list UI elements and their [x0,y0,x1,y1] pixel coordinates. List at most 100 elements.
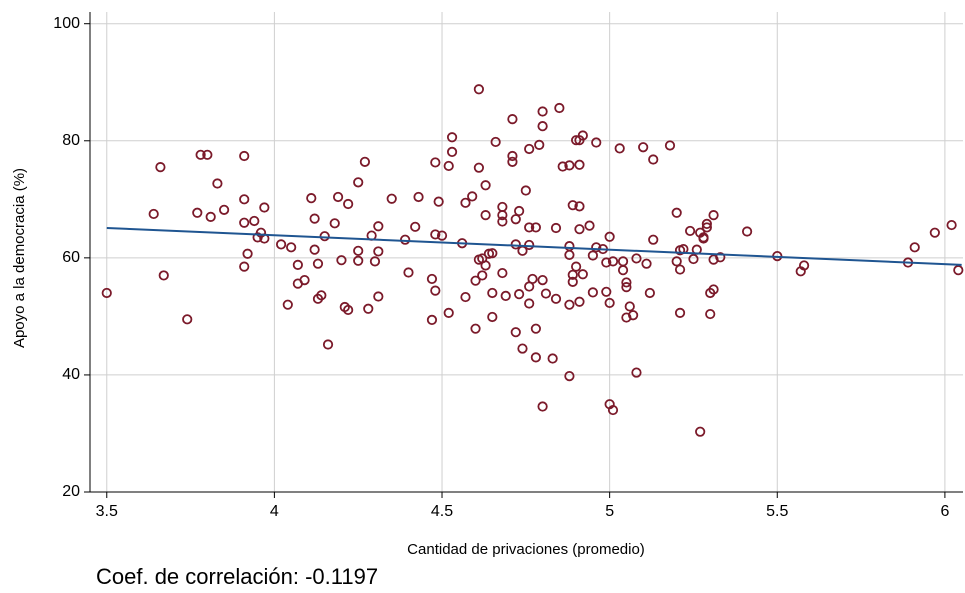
point [571,135,582,146]
point [510,214,521,225]
point [671,207,682,218]
y-tick-label: 80 [62,132,80,149]
point [705,308,716,320]
point [343,198,354,210]
point [550,222,562,234]
point [101,287,112,299]
point [336,255,347,266]
point [520,185,531,196]
point [239,261,250,272]
point [373,221,384,232]
point [460,197,471,208]
point [242,248,253,259]
point [674,307,686,318]
point [641,258,652,269]
point [239,217,250,228]
x-tick-label: 6 [940,503,949,520]
point [490,136,501,148]
fit-line [106,227,962,266]
point [587,287,598,298]
point [617,256,629,267]
point [192,207,203,218]
point [929,227,940,238]
point [473,162,484,173]
point [708,284,719,295]
point [413,191,424,203]
point [584,220,595,231]
point [564,370,575,382]
point [443,160,454,172]
point [604,297,615,309]
y-tick-label: 40 [62,366,80,383]
point [353,245,364,256]
point [648,234,659,245]
point [430,157,441,168]
point [306,193,317,204]
annotation: Coef. de correlación: -0.1197 [96,564,378,589]
point [322,339,334,350]
point [353,177,364,188]
point [909,242,920,253]
point [487,287,498,299]
point [507,114,518,125]
point [524,222,535,233]
point [685,225,696,237]
point [507,150,518,162]
point [664,140,676,151]
point [530,323,541,334]
point [202,149,213,160]
point [373,246,384,257]
point [309,244,320,255]
point [386,193,397,204]
point [507,156,518,167]
point [688,253,699,265]
point [497,267,508,279]
point [299,274,310,286]
point [373,291,384,302]
point [282,299,293,310]
point [537,274,548,286]
point [426,314,438,326]
point [249,215,260,227]
point [239,150,250,162]
point [644,287,655,299]
point [219,204,230,215]
point [621,312,632,323]
point [564,249,575,261]
point [587,250,598,261]
point [158,270,169,281]
point [446,132,458,143]
point [239,194,250,205]
point [353,255,364,266]
point [537,121,548,132]
point [621,277,632,288]
point [477,270,488,281]
point [436,230,448,241]
x-tick-label: 3.5 [96,503,118,520]
point [443,307,454,318]
point [480,180,491,191]
point [671,256,682,267]
point [614,143,625,154]
point [275,239,287,250]
point [547,353,558,364]
point [292,259,303,270]
point [537,401,548,412]
y-tick-label: 100 [53,15,80,32]
point [624,301,635,312]
y-tick-label: 20 [62,483,80,500]
point [497,210,508,221]
point [621,282,632,293]
point [155,162,166,173]
point [195,149,206,160]
point [467,191,478,202]
point [638,142,649,153]
point [430,229,441,240]
point [540,288,552,299]
point [524,298,535,309]
point [567,200,578,211]
point [601,257,612,268]
point [497,216,508,227]
point [480,260,491,271]
